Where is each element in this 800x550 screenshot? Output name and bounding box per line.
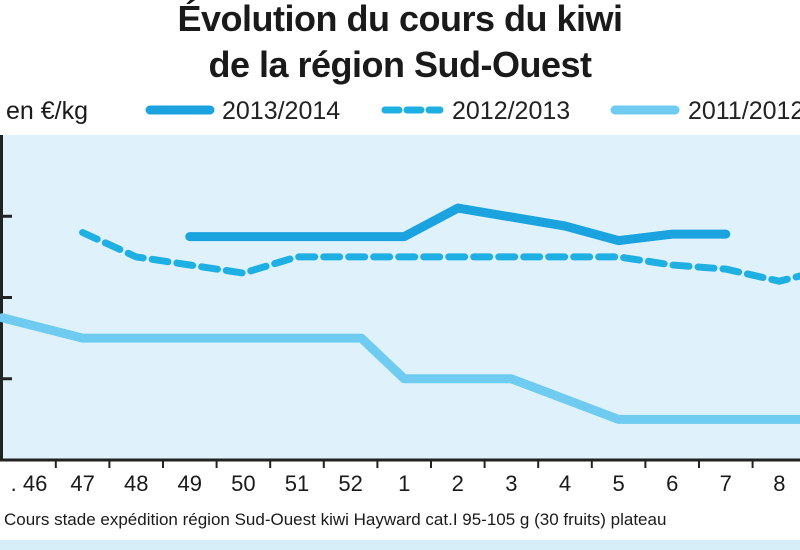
x-tick-label: 52 <box>338 471 362 496</box>
bottom-band <box>0 540 800 550</box>
series-line-2013-2014 <box>185 203 731 246</box>
series-line-2012-2013 <box>79 229 800 285</box>
x-tick-label: 4 <box>559 471 571 496</box>
legend-label: 2012/2013 <box>452 97 570 125</box>
x-tick-label: 50 <box>231 471 255 496</box>
chart-title-line-1: Évolution du cours du kiwi <box>177 0 623 39</box>
x-tick-label: 5 <box>612 471 624 496</box>
x-tick-label: 49 <box>178 471 202 496</box>
legend: en €/kg 2013/2014 2012/2013 2011/2012 <box>6 97 800 125</box>
x-tick-label: . 46 <box>11 471 48 496</box>
x-tick-label: 6 <box>666 471 678 496</box>
x-tick-label: 1 <box>398 471 410 496</box>
plot-area <box>0 135 800 460</box>
chart-caption: Cours stade expédition région Sud-Ouest … <box>4 510 667 529</box>
series-line-2011-2012 <box>0 313 800 424</box>
x-axis-ticks: . 46 47 48 49 50 51 52 1 2 3 4 5 6 7 8 <box>11 460 786 496</box>
y-axis-unit-label: en €/kg <box>6 97 88 125</box>
series-layer <box>0 203 800 424</box>
chart-title-line-2: de la région Sud-Ouest <box>208 44 592 85</box>
x-tick-label: 3 <box>505 471 517 496</box>
kiwi-price-line-chart: en €/kg 2013/2014 2012/2013 2011/2012 . 46 4… <box>0 97 800 496</box>
legend-label: 2011/2012 <box>688 97 800 125</box>
x-tick-label: 48 <box>124 471 148 496</box>
axes <box>0 135 800 462</box>
x-tick-label: 51 <box>285 471 309 496</box>
legend-label: 2013/2014 <box>222 97 340 125</box>
x-tick-label: 2 <box>452 471 464 496</box>
x-tick-label: 7 <box>720 471 732 496</box>
x-tick-label: 47 <box>70 471 94 496</box>
x-tick-label: 8 <box>773 471 785 496</box>
